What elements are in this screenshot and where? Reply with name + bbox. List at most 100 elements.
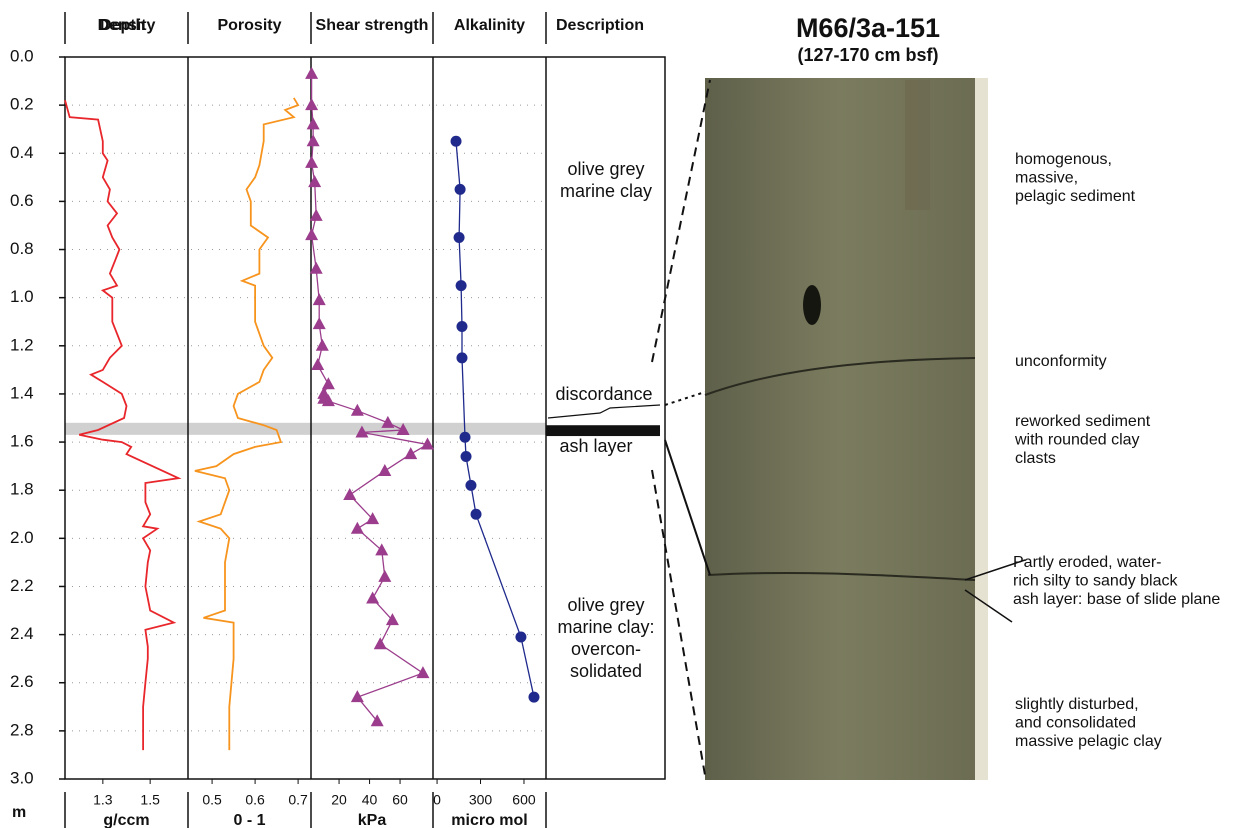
description-text: discordance — [555, 384, 652, 404]
description-text: olive grey — [567, 159, 644, 179]
x-tick-label: 0.5 — [202, 792, 222, 808]
data-point — [312, 317, 326, 330]
data-point — [366, 591, 380, 604]
x-tick-label: 60 — [392, 792, 408, 808]
panel-title: Density — [98, 17, 156, 34]
y-tick-label: 2.2 — [10, 576, 34, 595]
y-tick-label: 1.6 — [10, 432, 34, 451]
y-tick-label: 1.2 — [10, 335, 34, 354]
y-tick-label: 2.8 — [10, 720, 34, 739]
data-point — [460, 451, 472, 463]
profile-line — [455, 141, 535, 698]
data-point — [378, 463, 392, 476]
frame — [64, 56, 666, 780]
core-note: reworked sediment — [1015, 413, 1151, 430]
x-axis-label: kPa — [358, 812, 387, 828]
data-point — [312, 293, 326, 306]
core-note: homogenous, — [1015, 151, 1112, 168]
data-point — [470, 508, 482, 520]
core-note: with rounded clay — [1014, 432, 1140, 449]
description-text: marine clay — [560, 181, 652, 201]
y-tick-label: 0.4 — [10, 143, 34, 162]
data-point — [381, 415, 395, 428]
data-point — [373, 637, 387, 650]
y-tick-label: 1.0 — [10, 287, 34, 306]
data-point — [375, 543, 389, 556]
core-note: unconformity — [1015, 353, 1107, 370]
x-tick-label: 300 — [469, 792, 493, 808]
data-point — [315, 338, 329, 351]
core-note: pelagic sediment — [1015, 188, 1136, 205]
core-note: massive pelagic clay — [1015, 733, 1162, 750]
core-subtitle: (127-170 cm bsf) — [797, 45, 938, 65]
description-text: ash layer — [559, 436, 632, 456]
data-point — [308, 175, 322, 188]
data-point — [309, 261, 323, 274]
data-point — [456, 321, 468, 333]
y-tick-label: 2.4 — [10, 624, 34, 643]
y-tick-label: 1.4 — [10, 383, 34, 402]
y-tick-label: 0.2 — [10, 95, 34, 114]
x-tick-label: 40 — [362, 792, 378, 808]
data-point — [366, 512, 380, 525]
y-tick-label: 0.6 — [10, 191, 34, 210]
data-point — [421, 437, 435, 450]
data-point — [305, 155, 319, 168]
data-point — [465, 479, 477, 491]
ash-band — [65, 422, 546, 435]
description-text: marine clay: — [557, 617, 654, 637]
data-point — [321, 394, 335, 407]
x-tick-label: 1.3 — [93, 792, 113, 808]
ash-bar — [546, 425, 660, 437]
connectors — [547, 79, 1026, 776]
data-point — [350, 521, 364, 534]
core-note: and consolidated — [1015, 715, 1136, 732]
x-axis-label: micro mol — [451, 812, 527, 828]
data-point — [378, 569, 392, 582]
data-point — [456, 352, 468, 364]
y-tick-label: 0.0 — [10, 46, 34, 65]
data-point — [455, 280, 467, 292]
panel-title: Porosity — [217, 17, 281, 34]
data-point — [350, 403, 364, 416]
y-tick-label: 2.0 — [10, 528, 34, 547]
x-tick-label: 1.5 — [140, 792, 160, 808]
data-point — [416, 666, 430, 679]
y-tick-label: 2.6 — [10, 672, 34, 691]
data-point — [450, 135, 462, 147]
data-point — [459, 431, 471, 443]
core-photo — [704, 78, 988, 780]
description-header: Description — [556, 17, 644, 34]
data-point — [370, 714, 384, 727]
data-point — [454, 183, 466, 195]
description-text: overcon- — [571, 639, 641, 659]
core-note: Partly eroded, water- — [1013, 554, 1162, 571]
y-tick-label: 1.8 — [10, 480, 34, 499]
data-point — [343, 488, 357, 501]
data-point — [311, 358, 325, 371]
data-point — [309, 208, 323, 221]
x-tick-label: 0.6 — [245, 792, 265, 808]
description-text: olive grey — [567, 595, 644, 615]
x-tick-label: 20 — [331, 792, 347, 808]
data-point — [404, 447, 418, 460]
data-point — [528, 691, 540, 703]
core-note: clasts — [1015, 450, 1056, 467]
depth-unit: m — [12, 804, 26, 821]
core-note: massive, — [1015, 170, 1078, 187]
x-axis-label: g/ccm — [103, 812, 149, 828]
description-text: solidated — [570, 661, 642, 681]
core-note: slightly disturbed, — [1015, 696, 1139, 713]
panel-title: Alkalinity — [454, 17, 525, 34]
data-point — [396, 423, 410, 436]
profile-line — [64, 100, 182, 751]
depth-header: Depth — [100, 17, 145, 34]
data-point — [355, 425, 369, 438]
x-axis-label: 0 - 1 — [233, 812, 265, 828]
core-note: ash layer: base of slide plane — [1013, 591, 1220, 608]
core-note: rich silty to sandy black — [1013, 573, 1179, 590]
data-point — [306, 134, 320, 147]
data-point — [305, 66, 319, 79]
data-point — [321, 377, 335, 390]
